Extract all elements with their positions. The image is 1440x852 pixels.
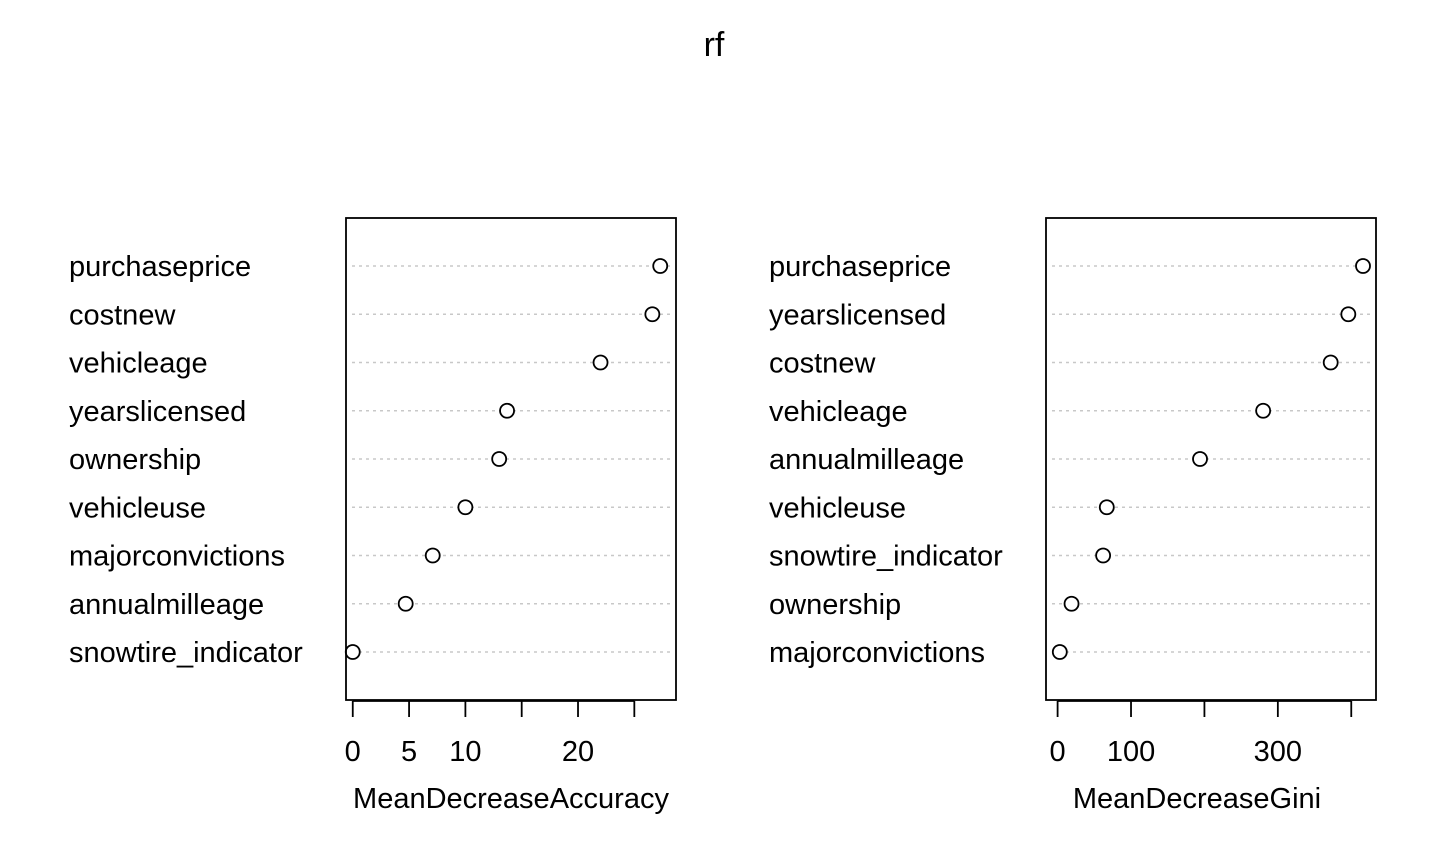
x-tick-label: 0 <box>345 736 361 768</box>
data-point <box>1322 354 1339 371</box>
category-label: annualmilleage <box>69 589 264 621</box>
x-tick-label: 20 <box>562 736 594 768</box>
plot-frame <box>345 217 677 701</box>
x-tick-label: 5 <box>401 736 417 768</box>
data-point <box>1192 451 1208 467</box>
category-label: costnew <box>69 299 176 331</box>
x-tick-label: 300 <box>1254 736 1302 768</box>
panel-mean-decrease-gini: purchaseprice yearslicensed costnew vehicle… <box>769 217 1377 815</box>
category-label: snowtire_indicator <box>769 541 1003 573</box>
category-label: vehicleuse <box>69 492 206 524</box>
data-point <box>1063 595 1080 612</box>
x-tick-label: 0 <box>1050 736 1066 768</box>
data-point <box>1098 499 1115 516</box>
data-point <box>424 547 441 564</box>
data-point <box>644 306 661 323</box>
chart-title: rf <box>704 26 725 64</box>
x-axis-title: MeanDecreaseGini <box>1073 783 1321 815</box>
category-label: annualmilleage <box>769 444 964 476</box>
data-point <box>491 451 508 467</box>
data-point <box>499 402 515 419</box>
plot-frame <box>1045 217 1377 701</box>
data-point <box>344 644 361 660</box>
category-label: yearslicensed <box>69 396 246 428</box>
data-point <box>1340 306 1357 323</box>
data-point <box>1095 547 1112 564</box>
data-point <box>652 258 669 274</box>
data-point <box>1255 402 1272 419</box>
data-point <box>1355 258 1371 274</box>
category-label: vehicleage <box>769 396 908 428</box>
panel-mean-decrease-accuracy: purchaseprice costnew vehicleage yearslicen… <box>69 217 677 815</box>
x-tick-label: 10 <box>449 736 481 768</box>
category-label: vehicleage <box>69 348 208 380</box>
category-label: yearslicensed <box>769 299 946 331</box>
category-label: vehicleuse <box>769 492 906 524</box>
data-point <box>397 595 414 612</box>
category-label: snowtire_indicator <box>69 637 303 669</box>
category-label: ownership <box>69 444 201 476</box>
category-label: majorconvictions <box>769 637 985 669</box>
data-point <box>457 499 474 516</box>
category-label: purchaseprice <box>69 251 251 283</box>
x-tick-label: 100 <box>1107 736 1155 768</box>
x-axis-title: MeanDecreaseAccuracy <box>353 783 669 815</box>
data-point <box>592 354 609 371</box>
category-label: costnew <box>769 348 876 380</box>
category-label: majorconvictions <box>69 541 285 573</box>
data-point <box>1051 644 1068 660</box>
category-label: ownership <box>769 589 901 621</box>
category-label: purchaseprice <box>769 251 951 283</box>
